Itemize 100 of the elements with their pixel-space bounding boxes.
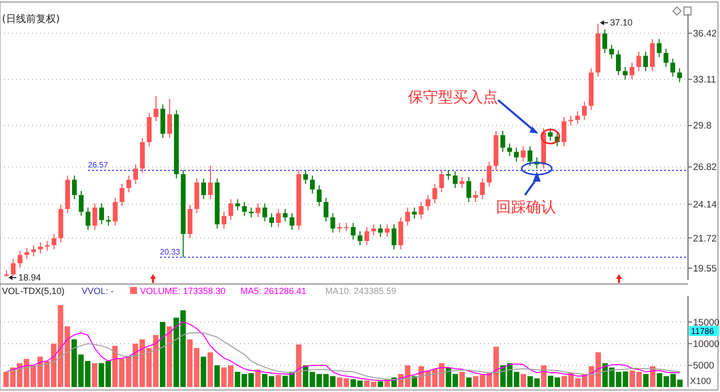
candlestick bbox=[412, 207, 417, 220]
candlestick bbox=[562, 116, 566, 147]
candlestick bbox=[358, 230, 362, 246]
line-series bbox=[6, 332, 680, 380]
candlestick bbox=[480, 178, 485, 200]
candlestick bbox=[316, 184, 322, 207]
legend-title: VOL-TDX(5,10) bbox=[2, 286, 65, 296]
bar bbox=[166, 326, 172, 387]
candlestick bbox=[44, 240, 50, 252]
bar bbox=[459, 372, 465, 387]
candlestick bbox=[120, 183, 124, 207]
y-tick-label: 15000 bbox=[693, 317, 720, 328]
annotation: 18.94 bbox=[18, 272, 41, 283]
y-tick-label: 33.11 bbox=[693, 74, 716, 86]
bar bbox=[466, 377, 472, 387]
candlestick bbox=[439, 169, 444, 193]
candlestick bbox=[208, 165, 213, 200]
candlestick bbox=[276, 208, 281, 228]
candlestick bbox=[616, 50, 621, 76]
candlestick bbox=[72, 175, 77, 200]
candlestick bbox=[398, 216, 404, 250]
candlestick bbox=[500, 130, 506, 152]
candlestick bbox=[86, 207, 90, 230]
candlestick bbox=[78, 190, 84, 216]
bar bbox=[541, 365, 547, 387]
candlestick bbox=[677, 68, 682, 83]
candlestick bbox=[650, 38, 655, 72]
text: MA5: 261286.41 bbox=[240, 286, 306, 296]
bar bbox=[296, 344, 302, 387]
candlestick bbox=[452, 170, 458, 189]
candlestick bbox=[622, 66, 628, 80]
candlestick bbox=[282, 208, 288, 222]
candlestick bbox=[228, 198, 234, 221]
candlestick bbox=[337, 222, 342, 234]
chart-title: (日线前复权) bbox=[2, 13, 60, 25]
candlestick bbox=[303, 169, 308, 184]
y-tick-label: 36.42 bbox=[693, 28, 717, 40]
candlestick bbox=[167, 98, 172, 138]
bar bbox=[378, 381, 384, 387]
candlestick bbox=[405, 207, 410, 226]
candlestick bbox=[201, 178, 206, 200]
y-tick-label: 19.55 bbox=[693, 263, 717, 274]
candlestick bbox=[242, 202, 247, 216]
candlestick bbox=[392, 224, 396, 250]
candlestick bbox=[235, 198, 240, 211]
y-tick-label: 29.8 bbox=[693, 120, 712, 132]
candlestick bbox=[670, 58, 676, 78]
candlestick bbox=[664, 48, 668, 68]
annotation: VVOL: - bbox=[82, 286, 114, 296]
candlestick bbox=[486, 161, 492, 188]
candlestick bbox=[112, 197, 118, 226]
candlestick bbox=[31, 244, 36, 257]
candlestick bbox=[426, 194, 430, 211]
candlestick bbox=[106, 215, 111, 226]
candlestick bbox=[222, 211, 226, 229]
candlestick bbox=[609, 44, 614, 60]
candlestick bbox=[92, 202, 98, 230]
annotation: 回踩确认 bbox=[496, 198, 556, 216]
candlestick bbox=[350, 222, 356, 240]
candlestick bbox=[133, 164, 138, 184]
y-tick-label: 21.72 bbox=[693, 233, 717, 244]
bar bbox=[643, 374, 649, 387]
ref-line-label: 20.33 bbox=[160, 247, 181, 256]
candlestick bbox=[371, 224, 376, 236]
line-series bbox=[6, 322, 680, 381]
y-tick-label: 5000 bbox=[693, 360, 714, 372]
candlestick bbox=[262, 202, 268, 222]
annotation: 37.10 bbox=[610, 18, 633, 28]
bar bbox=[520, 374, 526, 387]
candlestick bbox=[38, 242, 43, 254]
text: 11786 bbox=[691, 326, 714, 336]
candlestick bbox=[473, 190, 478, 203]
candlestick bbox=[636, 51, 642, 72]
text: X100 bbox=[690, 376, 712, 386]
candlestick bbox=[575, 110, 580, 125]
candlestick bbox=[507, 143, 512, 157]
candlestick bbox=[99, 202, 104, 225]
annotation: 保守型买入点 bbox=[408, 88, 498, 106]
text: MA10: 243385.59 bbox=[325, 286, 396, 296]
bar bbox=[92, 363, 98, 387]
bar bbox=[208, 352, 213, 387]
candlestick bbox=[330, 212, 336, 234]
candlestick bbox=[154, 96, 158, 122]
candlestick bbox=[18, 250, 22, 268]
candlestick bbox=[630, 62, 634, 80]
candlestick bbox=[52, 234, 56, 250]
candlestick bbox=[126, 175, 132, 193]
bar bbox=[412, 376, 418, 387]
candlestick bbox=[548, 128, 553, 142]
bar bbox=[200, 356, 206, 387]
candlestick bbox=[384, 224, 390, 238]
candlestick bbox=[446, 169, 451, 180]
bar bbox=[276, 374, 282, 387]
candlestick bbox=[24, 247, 30, 260]
bar bbox=[650, 366, 656, 387]
candlestick bbox=[364, 226, 370, 246]
bar bbox=[160, 322, 166, 387]
ref-line-label: 26.57 bbox=[88, 160, 109, 170]
candlestick bbox=[256, 202, 260, 218]
candlestick bbox=[643, 51, 648, 72]
